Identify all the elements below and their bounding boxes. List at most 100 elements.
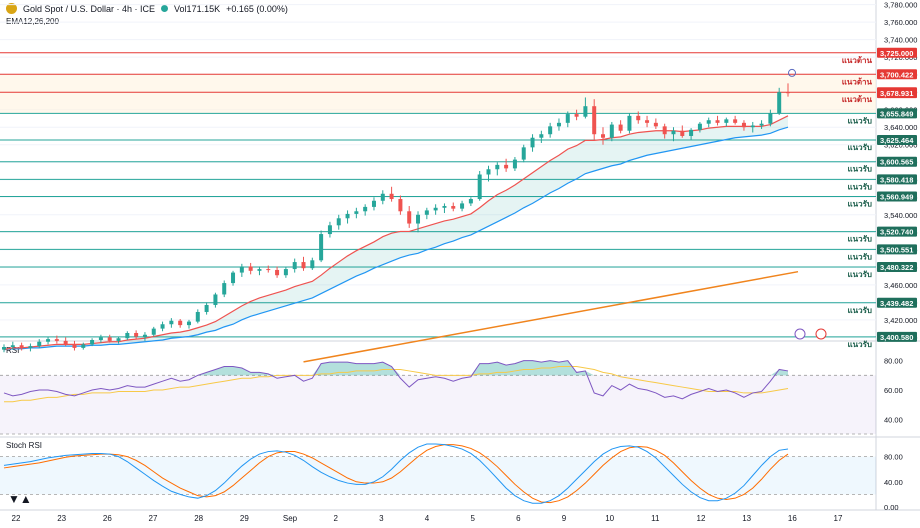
level-tag: แนวรับ bbox=[848, 116, 873, 125]
candle-body bbox=[257, 269, 262, 271]
change-readout: +0.165 (0.00%) bbox=[226, 3, 288, 14]
candle-body bbox=[151, 328, 156, 335]
level-tag: แนวรับ bbox=[848, 165, 873, 174]
rsi-band bbox=[0, 375, 876, 434]
level-tag: แนวรับ bbox=[848, 182, 873, 191]
x-tick-label: 16 bbox=[788, 514, 797, 523]
candle-body bbox=[460, 203, 465, 209]
candle-body bbox=[504, 164, 509, 169]
x-tick-label: 3 bbox=[379, 514, 384, 523]
ema-indicator-label[interactable]: EMA12,26,200 bbox=[6, 17, 59, 26]
alert-marker-icon bbox=[788, 68, 796, 77]
candle-body bbox=[195, 311, 200, 322]
resistance-zone bbox=[0, 74, 876, 114]
x-tick-label: 6 bbox=[516, 514, 521, 523]
level-badge bbox=[877, 331, 917, 342]
y-tick-label: 3,420.000 bbox=[884, 316, 917, 325]
candle-body bbox=[627, 115, 632, 131]
y-tick-label: 3,620.000 bbox=[884, 141, 917, 150]
level-badge bbox=[877, 108, 917, 119]
level-tag: แนวรับ bbox=[848, 340, 873, 349]
candle-body bbox=[715, 120, 720, 123]
x-tick-label: 4 bbox=[425, 514, 430, 523]
level-badge bbox=[877, 226, 917, 237]
candle-body bbox=[433, 207, 438, 211]
level-tag: แนวรับ bbox=[848, 252, 873, 261]
stoch-pane-label[interactable]: Stoch RSI bbox=[6, 441, 43, 450]
candle-body bbox=[222, 283, 227, 295]
candle-body bbox=[160, 324, 165, 329]
stoch-tick-label: 40.00 bbox=[884, 478, 903, 487]
candle-body bbox=[609, 124, 614, 138]
x-tick-label: 12 bbox=[697, 514, 706, 523]
x-tick-label: 29 bbox=[240, 514, 249, 523]
stoch-d-line bbox=[3, 444, 789, 504]
candle-body bbox=[407, 211, 412, 224]
candle-body bbox=[283, 269, 288, 276]
candle-body bbox=[10, 345, 15, 348]
ema200-line bbox=[303, 270, 799, 363]
x-tick-label: Sep bbox=[283, 514, 298, 523]
candle-body bbox=[592, 106, 597, 135]
candle-body bbox=[583, 106, 588, 117]
candle-body bbox=[266, 269, 271, 271]
rsi-tick-label: 80.00 bbox=[884, 357, 903, 366]
level-price: 3,580.418 bbox=[880, 175, 913, 184]
candle-body bbox=[310, 260, 315, 269]
candle-body bbox=[178, 320, 183, 326]
candle-body bbox=[786, 92, 790, 94]
candle-body bbox=[662, 126, 667, 135]
candle-body bbox=[733, 119, 738, 123]
candle-body bbox=[768, 113, 773, 124]
candle-body bbox=[477, 174, 482, 200]
candle-body bbox=[142, 334, 147, 337]
x-tick-label: 27 bbox=[149, 514, 158, 523]
candle-body bbox=[759, 123, 764, 126]
y-tick-label: 3,460.000 bbox=[884, 281, 917, 290]
candle-body bbox=[777, 92, 782, 114]
level-price: 3,700.422 bbox=[880, 70, 913, 79]
rsi-pane-label[interactable]: RSI bbox=[6, 346, 20, 355]
level-tag: แนวรับ bbox=[848, 235, 873, 244]
level-price: 3,678.931 bbox=[880, 89, 913, 98]
stoch-tick-label: 0.00 bbox=[884, 503, 899, 512]
chart-header: Gold Spot / U.S. Dollar · 4h · ICE Vol17… bbox=[6, 3, 288, 14]
market-status-icon bbox=[161, 5, 169, 12]
y-tick-label: 3,740.000 bbox=[884, 36, 917, 45]
candle-body bbox=[636, 115, 641, 121]
ema26-line bbox=[3, 126, 789, 351]
level-price: 3,480.322 bbox=[880, 263, 913, 272]
stoch-k-line bbox=[3, 443, 789, 504]
x-tick-label: 11 bbox=[651, 514, 660, 523]
x-tick-label: 17 bbox=[834, 514, 843, 523]
candle-body bbox=[371, 200, 376, 207]
candle-body bbox=[724, 119, 729, 123]
level-price: 3,655.849 bbox=[880, 109, 913, 118]
candle-body bbox=[239, 266, 244, 273]
candle-body bbox=[46, 339, 51, 342]
candle-body bbox=[380, 193, 385, 201]
level-price: 3,400.580 bbox=[880, 333, 913, 342]
level-badge bbox=[877, 191, 917, 202]
candle-body bbox=[63, 340, 68, 345]
x-tick-label: 22 bbox=[12, 514, 21, 523]
candle-body bbox=[54, 339, 59, 341]
level-badge bbox=[877, 69, 917, 80]
level-badge bbox=[877, 134, 917, 145]
symbol-title[interactable]: Gold Spot / U.S. Dollar · 4h · ICE bbox=[23, 3, 156, 14]
rsi-ma-line bbox=[4, 366, 789, 403]
level-badge bbox=[877, 262, 917, 273]
candle-body bbox=[451, 206, 456, 209]
candle-body bbox=[81, 344, 86, 348]
candle-body bbox=[134, 332, 139, 337]
candle-body bbox=[231, 272, 236, 284]
candle-body bbox=[424, 210, 429, 215]
candle-body bbox=[169, 320, 174, 325]
x-tick-label: 5 bbox=[470, 514, 475, 523]
volume-readout: Vol171.15K bbox=[174, 3, 221, 14]
x-tick-label: 23 bbox=[57, 514, 66, 523]
candle-body bbox=[319, 234, 324, 261]
ema12-line bbox=[3, 115, 789, 351]
candle-body bbox=[645, 120, 650, 123]
